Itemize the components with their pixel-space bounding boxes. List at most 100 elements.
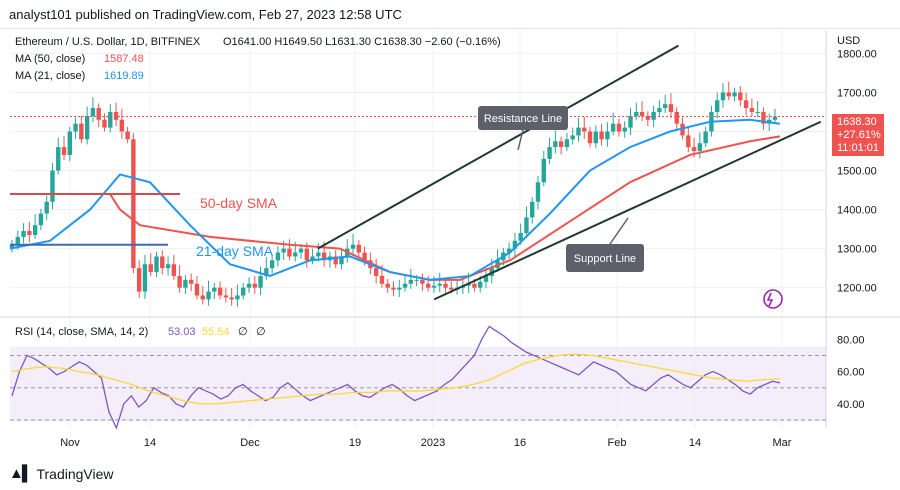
- tv-brand: TradingView: [36, 465, 114, 482]
- tradingview-logo: ▲▌ TradingView: [9, 465, 114, 482]
- candle-body: [362, 252, 367, 261]
- candle-body: [657, 108, 662, 112]
- candle-body: [443, 283, 448, 288]
- ma50-label: MA (50, close): [15, 53, 85, 65]
- candle-body: [200, 295, 205, 300]
- rsi-legend: RSI (14, close, SMA, 14, 2) 53.03 55.54 …: [15, 326, 266, 338]
- candle-body: [558, 141, 564, 148]
- candle-body: [188, 279, 194, 284]
- candle-body: [246, 283, 252, 288]
- candle-body: [241, 287, 246, 296]
- candle-body: [610, 123, 616, 132]
- candle-body: [32, 225, 38, 235]
- rsi-sma-line: [11, 353, 781, 405]
- candle-body: [431, 285, 437, 288]
- candle-body: [321, 252, 327, 261]
- candle-body: [714, 100, 720, 112]
- support-callout: Support Line: [566, 244, 644, 272]
- candle-body: [61, 147, 67, 155]
- candle-body: [264, 268, 269, 276]
- candle-body: [420, 279, 425, 284]
- candle-body: [576, 127, 581, 136]
- candle-body: [483, 275, 489, 282]
- candle-body: [397, 287, 402, 290]
- candle-body: [466, 283, 471, 286]
- candle-body: [160, 256, 165, 269]
- candle-body: [15, 236, 20, 245]
- candle-body: [408, 279, 414, 284]
- candle-body: [478, 281, 483, 288]
- sma50-annotation: 50-day SMA: [200, 195, 278, 211]
- candle-body: [686, 135, 691, 148]
- x-axis-label: Dec: [240, 437, 260, 449]
- candle-body: [298, 248, 304, 253]
- candle-body: [252, 283, 257, 288]
- rsi-empty-1: ∅: [238, 326, 248, 338]
- ma50-value: 1587.48: [104, 53, 144, 65]
- resistance-line: [317, 44, 679, 250]
- rsi-value: 53.03: [168, 326, 196, 338]
- price-axis-unit: USD: [837, 35, 860, 47]
- rsi-empty-2: ∅: [256, 326, 266, 338]
- rsi-axis-ticks: 80.00 60.00 40.00: [837, 334, 865, 410]
- resistance-label: Resistance Line: [484, 113, 562, 125]
- candle-body: [749, 108, 755, 112]
- candle-body: [206, 291, 211, 300]
- price-chart[interactable]: USD 1800.001700.001600.001500.001400.001…: [0, 28, 900, 458]
- candle-body: [703, 131, 708, 144]
- candle-body: [142, 264, 148, 292]
- replay-icon[interactable]: [763, 289, 783, 309]
- current-change: +27.61%: [837, 129, 881, 141]
- candle-body: [524, 217, 529, 234]
- price-tick-label: 1800.00: [837, 48, 877, 60]
- candle-body: [350, 244, 356, 249]
- candle-body: [67, 131, 73, 155]
- support-label: Support Line: [574, 253, 636, 265]
- candle-body: [605, 131, 610, 140]
- candle-body: [316, 252, 321, 257]
- resistance-callout: Resistance Line: [478, 106, 568, 130]
- candle-body: [113, 111, 119, 120]
- candle-body: [154, 256, 159, 273]
- candle-body: [183, 279, 188, 288]
- price-tick-label: 1300.00: [837, 244, 877, 256]
- candle-body: [541, 158, 546, 183]
- candle-body: [84, 115, 90, 140]
- candle-body: [56, 147, 61, 171]
- candle-body: [639, 111, 645, 116]
- candle-body: [391, 287, 396, 290]
- x-axis-label: Nov: [60, 437, 80, 449]
- rsi-sma-value: 55.54: [202, 326, 230, 338]
- x-axis-labels: Nov 14 Dec 19 2023 16 Feb 14 Mar: [60, 437, 792, 449]
- candle-body: [743, 100, 749, 109]
- candle-body: [379, 275, 385, 284]
- candle-body: [726, 92, 731, 97]
- candle-body: [547, 147, 552, 159]
- ma21-line: [9, 118, 781, 281]
- x-axis-label: 14: [689, 437, 701, 449]
- candle-body: [148, 264, 153, 273]
- candle-body: [258, 275, 263, 288]
- x-axis-label: Mar: [773, 437, 792, 449]
- candle-body: [217, 287, 223, 296]
- rsi-line: [11, 325, 781, 430]
- candle-body: [645, 115, 651, 120]
- candle-body: [96, 108, 101, 120]
- support-pointer: [609, 217, 629, 245]
- candle-body: [38, 213, 44, 226]
- candle-body: [732, 92, 737, 97]
- candle-body: [593, 131, 599, 144]
- candle-body: [449, 287, 454, 290]
- sma21-annotation: 21-day SMA: [196, 243, 274, 259]
- candle-body: [44, 201, 49, 214]
- ohlc-values: O1641.00 H1649.50 L1631.30 C1638.30 −2.6…: [223, 36, 501, 48]
- candle-body: [697, 143, 703, 152]
- price-tick-label: 1400.00: [837, 205, 877, 217]
- publish-info: analyst101 published on TradingView.com,…: [9, 7, 402, 22]
- candle-body: [616, 123, 622, 132]
- candle-body: [119, 119, 125, 132]
- tv-logo-icon: ▲▌: [9, 465, 33, 482]
- candle-body: [333, 256, 338, 265]
- candle-body: [755, 111, 760, 113]
- candle-body: [634, 111, 639, 116]
